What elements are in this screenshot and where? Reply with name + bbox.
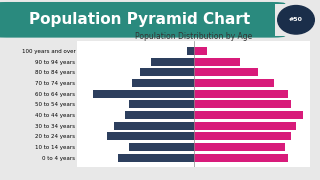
Bar	[151, 58, 194, 66]
Bar	[129, 100, 194, 108]
Text: #50: #50	[289, 17, 303, 22]
Bar	[194, 154, 288, 162]
Bar	[194, 79, 274, 87]
Bar	[194, 68, 258, 76]
Circle shape	[278, 6, 314, 34]
Bar	[124, 111, 194, 119]
Bar	[118, 154, 194, 162]
Bar	[194, 58, 240, 66]
FancyBboxPatch shape	[0, 2, 285, 38]
Bar	[187, 47, 194, 55]
Bar	[194, 122, 296, 130]
Bar	[194, 47, 207, 55]
Title: Population Distribution by Age: Population Distribution by Age	[135, 32, 252, 41]
Bar	[194, 143, 285, 151]
Bar	[194, 132, 292, 140]
Bar	[107, 132, 194, 140]
Text: Population Pyramid Chart: Population Pyramid Chart	[28, 12, 250, 27]
Bar	[194, 100, 292, 108]
Bar	[129, 143, 194, 151]
Bar	[194, 90, 288, 98]
Bar	[194, 111, 303, 119]
Bar	[93, 90, 194, 98]
Bar	[140, 68, 194, 76]
Bar	[132, 79, 194, 87]
Bar	[114, 122, 194, 130]
